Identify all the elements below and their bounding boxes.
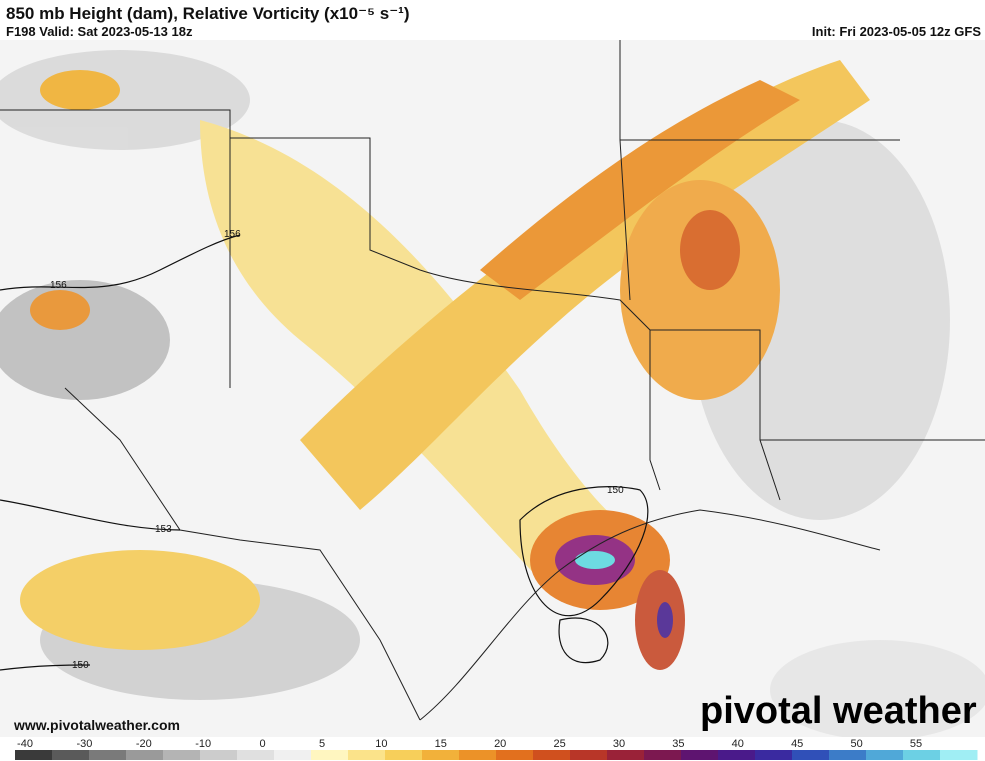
colorbar-swatch xyxy=(459,750,497,760)
colorbar-label: 15 xyxy=(435,738,447,750)
colorbar-label: 10 xyxy=(375,738,387,750)
colorbar-swatch xyxy=(385,750,423,760)
colorbar-swatch xyxy=(311,750,349,760)
colorbar-label: 20 xyxy=(494,738,506,750)
map: 156 156 153 150 150 xyxy=(0,40,985,737)
height-contours xyxy=(0,234,649,671)
colorbar-label: 0 xyxy=(260,738,266,750)
colorbar: -40 -30 -20 -10 0 5 10 15 20 25 30 35 40 45 50 55 xyxy=(15,738,978,760)
init-time: Init: Fri 2023-05-05 12z GFS xyxy=(811,24,981,39)
contour-label: 156 xyxy=(50,280,67,291)
colorbar-swatch xyxy=(570,750,608,760)
colorbar-label: -30 xyxy=(76,738,92,750)
colorbar-swatch xyxy=(644,750,682,760)
colorbar-swatch xyxy=(866,750,904,760)
colorbar-swatch xyxy=(237,750,275,760)
colorbar-swatch xyxy=(348,750,386,760)
colorbar-label: -20 xyxy=(136,738,152,750)
contour-label: 150 xyxy=(607,485,624,496)
colorbar-label: 50 xyxy=(850,738,862,750)
title: 850 mb Height (dam), Relative Vorticity … xyxy=(6,4,410,23)
colorbar-label: -10 xyxy=(195,738,211,750)
contour-label: 153 xyxy=(155,524,172,535)
boundaries xyxy=(0,40,985,721)
colorbar-swatch xyxy=(496,750,534,760)
colorbar-label: 25 xyxy=(553,738,565,750)
colorbar-swatch xyxy=(422,750,460,760)
contour-label: 150 xyxy=(72,660,89,671)
colorbar-swatch xyxy=(607,750,645,760)
colorbar-swatch xyxy=(681,750,719,760)
colorbar-swatch xyxy=(126,750,164,760)
colorbar-label: 35 xyxy=(672,738,684,750)
valid-time: F198 Valid: Sat 2023-05-13 18z xyxy=(6,24,193,39)
vorticity-field xyxy=(0,50,985,737)
colorbar-swatch xyxy=(903,750,941,760)
colorbar-swatch xyxy=(718,750,756,760)
colorbar-label: 45 xyxy=(791,738,803,750)
logo: pivotal weather xyxy=(700,690,977,732)
colorbar-label: 55 xyxy=(910,738,922,750)
website: www.pivotalweather.com xyxy=(14,717,180,733)
colorbar-swatch xyxy=(940,750,978,760)
contour-labels: 156 156 153 150 150 xyxy=(50,229,624,671)
colorbar-swatch xyxy=(533,750,571,760)
colorbar-swatch xyxy=(829,750,867,760)
colorbar-swatch xyxy=(200,750,238,760)
colorbar-swatch xyxy=(163,750,201,760)
colorbar-swatch xyxy=(15,750,53,760)
colorbar-label: 5 xyxy=(319,738,325,750)
colorbar-label: -40 xyxy=(17,738,33,750)
colorbar-label: 40 xyxy=(732,738,744,750)
colorbar-swatch xyxy=(52,750,90,760)
colorbar-swatch xyxy=(755,750,793,760)
colorbar-swatch xyxy=(792,750,830,760)
contour-label: 156 xyxy=(224,229,241,240)
colorbar-label: 30 xyxy=(613,738,625,750)
colorbar-swatch xyxy=(89,750,127,760)
colorbar-swatch xyxy=(274,750,312,760)
